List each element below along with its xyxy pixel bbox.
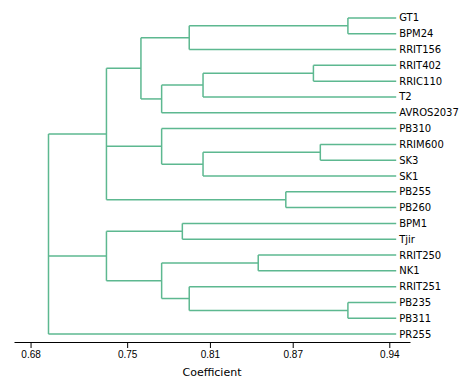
leaf-label: RRIM600	[399, 139, 444, 150]
branch-line	[162, 163, 203, 165]
branch-line	[313, 80, 396, 82]
branch-line	[106, 146, 161, 148]
branch-line	[162, 262, 259, 264]
merge-line	[106, 231, 108, 280]
x-tick: 0.87	[283, 342, 303, 360]
leaf-label: Tjir	[398, 234, 416, 245]
merge-line	[140, 38, 142, 99]
branch-line	[203, 152, 320, 154]
leaf-label: SK1	[399, 171, 418, 182]
branch-line	[189, 310, 348, 312]
x-tick: 0.94	[380, 342, 400, 360]
chart: GT1 BPM24 RRIT156 RRIT402 RRIC110 T2 AVROS2037…	[0, 0, 474, 384]
leaf-label: RRIC110	[399, 76, 442, 87]
branch-line	[286, 191, 396, 193]
leaf-label: SK3	[399, 155, 418, 166]
x-tick-label: 0.94	[380, 349, 400, 360]
branch-line	[189, 286, 396, 288]
merge-line	[188, 26, 190, 50]
leaf-label: BPM1	[399, 218, 427, 229]
x-tick: 0.81	[201, 342, 221, 360]
branch-line	[203, 96, 396, 98]
leaf-label: RRIT156	[399, 44, 441, 55]
branch-line	[348, 33, 396, 35]
merge-line	[161, 85, 163, 113]
leaf-label: RRIT250	[399, 250, 441, 261]
leaf-label: BPM24	[399, 28, 433, 39]
branch-line	[162, 128, 397, 130]
branch-line	[320, 144, 396, 146]
x-tick: 0.68	[21, 342, 41, 360]
x-axis-line	[15, 342, 411, 343]
x-tick-mark	[210, 342, 211, 348]
branch-line	[162, 112, 397, 114]
branch-line	[48, 255, 106, 257]
merge-line	[106, 68, 108, 199]
leaf-label: PB310	[399, 123, 431, 134]
leaf-label: RRIT402	[399, 60, 441, 71]
branch-line	[189, 49, 396, 51]
leaf-label: PB255	[399, 186, 431, 197]
x-axis: 0.68 0.75 0.81 0.87 0.94	[15, 342, 411, 360]
branch-line	[48, 333, 396, 335]
merge-line	[347, 18, 349, 34]
merge-line	[347, 302, 349, 318]
branch-line	[106, 280, 161, 282]
branch-line	[348, 17, 396, 19]
leaf-label: PR255	[399, 329, 431, 340]
x-tick-mark	[127, 342, 128, 348]
branch-line	[258, 270, 396, 272]
branch-line	[348, 318, 396, 320]
merge-line	[161, 129, 163, 165]
branch-line	[320, 159, 396, 161]
merge-line	[202, 152, 204, 176]
x-tick-mark	[293, 342, 294, 348]
branch-line	[203, 175, 396, 177]
branch-line	[106, 68, 140, 70]
branch-line	[348, 302, 396, 304]
x-tick: 0.75	[118, 342, 138, 360]
merge-line	[202, 73, 204, 97]
x-tick-mark	[389, 342, 390, 348]
dendrogram-links	[48, 18, 396, 334]
plot-area: GT1 BPM24 RRIT156 RRIT402 RRIC110 T2 AVROS2037…	[15, 12, 459, 379]
branch-line	[106, 231, 182, 233]
leaf-labels: GT1 BPM24 RRIT156 RRIT402 RRIC110 T2 AVROS2037…	[398, 12, 459, 339]
branch-line	[162, 84, 203, 86]
branch-line	[141, 98, 162, 100]
merge-line	[313, 65, 315, 81]
leaf-label: GT1	[399, 12, 419, 23]
branch-line	[286, 207, 396, 209]
branch-line	[258, 254, 396, 256]
branch-line	[182, 238, 396, 240]
merge-line	[257, 255, 259, 271]
x-tick-label: 0.68	[21, 349, 41, 360]
merge-line	[320, 144, 322, 160]
branch-line	[48, 133, 106, 135]
merge-line	[161, 263, 163, 299]
branch-line	[141, 37, 189, 39]
x-tick-mark	[31, 342, 32, 348]
branch-line	[203, 72, 313, 74]
x-tick-label: 0.87	[283, 349, 303, 360]
leaf-label: RRIT251	[399, 281, 441, 292]
merge-line	[188, 287, 190, 311]
branch-line	[106, 199, 285, 201]
leaf-label: PB235	[399, 297, 431, 308]
x-tick-label: 0.75	[118, 349, 138, 360]
merge-line	[285, 192, 287, 208]
x-tick-label: 0.81	[201, 349, 221, 360]
leaf-label: PB311	[399, 313, 431, 324]
merge-line	[182, 223, 184, 239]
branch-line	[182, 223, 396, 225]
branch-line	[189, 25, 348, 27]
merge-line	[48, 134, 50, 334]
leaf-label: T2	[398, 91, 411, 102]
branch-line	[162, 298, 190, 300]
leaf-label: PB260	[399, 202, 431, 213]
x-axis-title: Coefficient	[183, 366, 243, 379]
leaf-label: AVROS2037	[399, 107, 459, 118]
branch-line	[313, 65, 396, 67]
leaf-label: NK1	[399, 265, 419, 276]
